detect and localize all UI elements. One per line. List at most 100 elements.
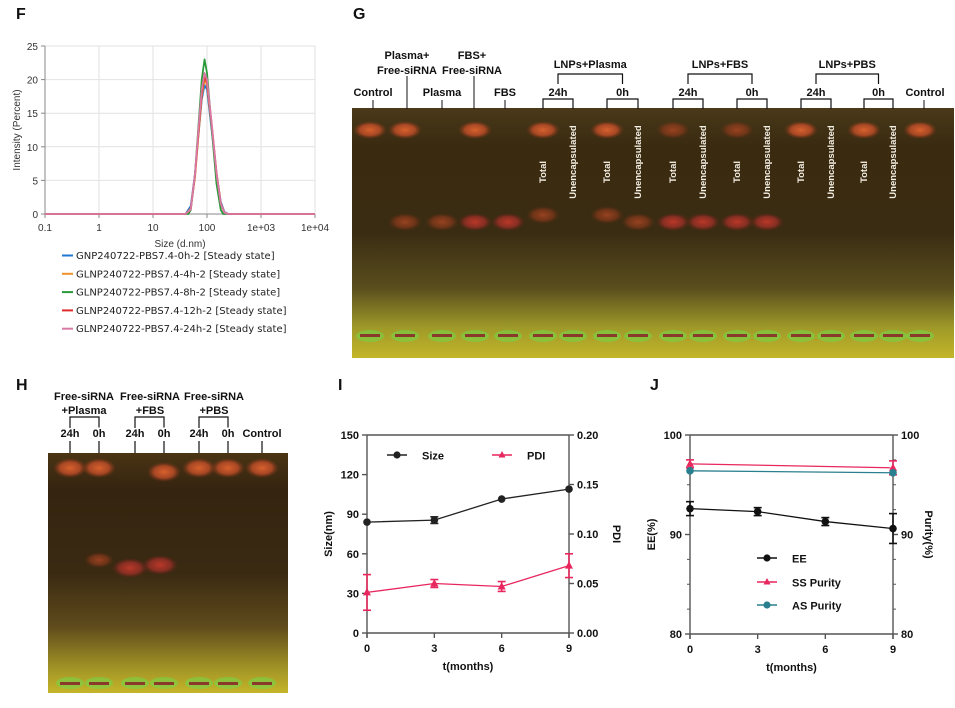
gel-g-well [597,334,617,337]
j-ytick-label-left: 90 [670,530,682,542]
i-xtick-label: 3 [431,643,437,655]
gel-g-label-plasma-free-sirna: Free-siRNA [377,65,437,77]
gel-g-label-fbs: FBS [494,87,516,99]
gel-g-lane-sublabel: Total [732,161,743,183]
gel-g-pair-bracket [863,98,894,109]
gel-g-lane-sublabel: Unencapsulated [698,125,709,199]
gel-g-pair-bracket [542,98,574,109]
gel-g-timepoint-label: 24h [807,87,826,99]
f-legend-label-3: GLNP240722-PBS7.4-12h-2 [Steady state] [76,306,287,317]
gel-h-well [60,682,80,685]
gel-g-band-upper [353,121,387,139]
gel-g-band-lower [686,213,720,231]
i-legend-label-1: PDI [527,451,545,463]
gel-g-band-lower [458,213,492,231]
gel-h-wells [56,677,276,689]
gel-g-pair-bracket [736,98,768,109]
gel-h-group-bracket [198,416,229,436]
i-xtick-label: 0 [364,643,370,655]
panel-letter-i: I [338,377,343,394]
gel-g-band-upper [847,121,881,139]
j-y-axis-title-left: EE(%) [646,518,658,550]
i-point-1 [497,581,506,590]
gel-g-band-upper [720,121,754,139]
gel-g-label-control-right: Control [905,87,944,99]
gel-g-pair-bracket [800,98,832,109]
gel-h-group-label-line1: Free-siRNA [120,391,180,403]
gel-g-pair-bracket [606,98,639,109]
i-ytick-label-left: 0 [353,628,359,640]
j-point-2 [686,467,694,475]
f-ytick-label: 0 [32,210,38,221]
j-point-0 [686,504,694,513]
gel-h-timepoint-label: 24h [126,428,145,440]
gel-g-well [663,334,683,337]
gel-g-pair-bracket [672,98,704,109]
gel-g-band-upper [458,121,492,139]
j-legend-marker-2 [763,601,771,609]
gel-g-label-fbs-free-sirna: Free-siRNA [442,65,502,77]
i-legend-marker-1 [498,451,506,458]
j-xtick-label: 0 [687,644,693,656]
gel-h-timepoint-label: 0h [93,428,106,440]
f-axes: 0.1 1 10 100 1e+03 1e+04 0 5 10 15 20 25 Size (d.nm)… [12,42,329,250]
i-ytick-label-left: 150 [341,430,359,442]
gel-g-lane-sublabel: Total [859,161,870,183]
i-point-1 [363,587,371,596]
gel-g-bands [353,121,937,231]
gel-g-label-plasma: Plasma [423,87,462,99]
gel-g-band-upper [388,121,422,139]
f-ytick-label: 10 [27,143,39,154]
f-grid [44,45,316,215]
gel-g-group-bracket [687,73,753,84]
j-xtick-label: 9 [890,644,896,656]
j-point-0 [889,524,897,533]
gel-g-lane-sublabel: Total [796,161,807,183]
f-series-line-4 [45,71,315,215]
i-ytick-label-right: 0.10 [577,529,598,541]
i-xtick-label: 6 [499,643,505,655]
gel-h-timepoint-label: 24h [190,428,209,440]
j-ytick-label-right: 90 [901,530,913,542]
f-ytick-label: 25 [27,42,39,53]
j-axes: 0 3 6 9 80 90 100 80 90 100 t(months) EE(%) Purity(%… [646,430,934,674]
panel-letter-g: G [353,6,366,23]
gel-g-band-lower [526,206,560,224]
gel-g-well [395,334,415,337]
gel-g-well [498,334,518,337]
f-ytick-label: 5 [32,176,38,187]
gel-g-lane-sublabel: Total [668,161,679,183]
f-ytick-label: 20 [27,76,39,87]
gel-h-group-label-line1: Free-siRNA [54,391,114,403]
gel-h-timepoint-label: 24h [61,428,80,440]
i-ytick-label-right: 0.00 [577,628,598,640]
j-ytick-label-right: 100 [901,430,919,442]
gel-g-lane-sublabel: Unencapsulated [633,125,644,199]
gel-g-well [693,334,713,337]
j-series-line-0 [689,507,894,530]
gel-g-band-lower [388,213,422,231]
i-series-line-1 [366,565,570,594]
i-ytick-label-left: 60 [347,549,359,561]
gel-h-band-lower [142,555,178,575]
panel-letter-f: F [16,6,26,23]
i-ytick-label-right: 0.15 [577,480,598,492]
f-xtick-label: 10 [147,223,159,234]
i-legend-label-0: Size [422,451,444,463]
gel-g-well [854,334,874,337]
gel-h-group-bracket [134,416,165,436]
gel-h-control-label: Control [242,428,281,440]
gel-h-well [89,682,109,685]
gel-g-band-upper [526,121,560,139]
j-series [686,459,897,545]
i-ytick-label-left: 30 [347,588,359,600]
gel-g-well [821,334,841,337]
f-legend-label-1: GLNP240722-PBS7.4-4h-2 [Steady state] [76,269,280,280]
gel-h-group-label-line2: +Plasma [62,405,108,417]
panel-letter-j: J [650,377,659,394]
gel-h-group-label-line2: +PBS [199,405,228,417]
j-series-line-2 [689,470,894,474]
gel-g-band-lower [621,213,655,231]
i-legend-marker-0 [393,451,401,459]
